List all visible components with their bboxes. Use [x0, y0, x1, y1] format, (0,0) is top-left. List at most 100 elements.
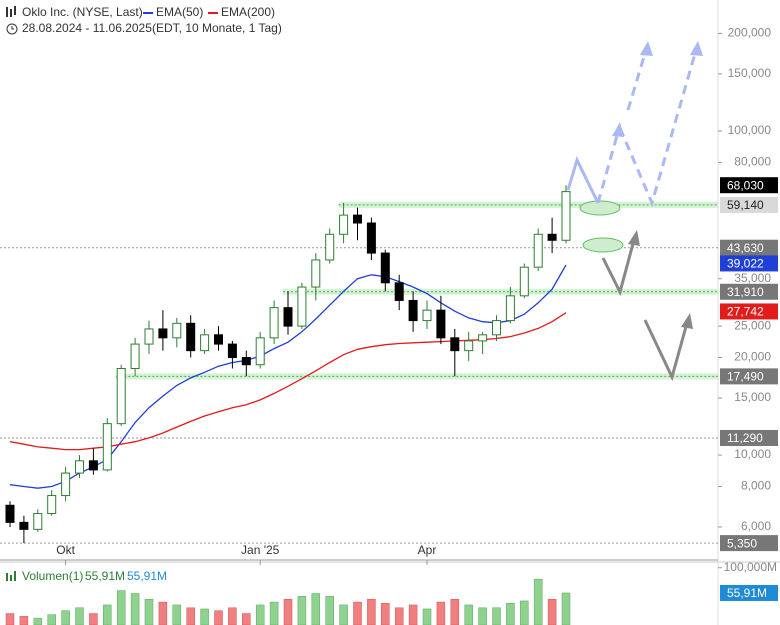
volume-bar — [464, 604, 473, 625]
volume-bar — [19, 616, 29, 625]
candle-body — [297, 286, 307, 327]
scenario-arrow — [596, 131, 620, 204]
candle-body — [505, 295, 515, 322]
candle-body — [464, 340, 474, 352]
plot-area: 6,000 8,000 10,000 15,000 20,000 25,000 35,000… — [0, 26, 778, 625]
candle-body — [408, 299, 418, 322]
scenario-arrow — [626, 49, 648, 111]
volume-bar — [381, 602, 390, 625]
candle-body — [311, 259, 321, 288]
price-marker-label: 59,140 — [727, 198, 764, 212]
volume-bar — [408, 604, 418, 625]
volume-bar — [394, 607, 404, 625]
y-tick-label: 20,000 — [734, 350, 771, 364]
candle-body — [380, 252, 390, 284]
volume-bar — [450, 598, 460, 625]
volume-bar — [339, 604, 348, 625]
y-tick-label: 8,000 — [741, 479, 771, 493]
scenario-arrow — [566, 155, 600, 204]
legend-swatch — [143, 12, 153, 14]
target-ellipse — [579, 200, 621, 216]
volume-bar — [297, 596, 307, 625]
volume-bar — [130, 593, 140, 625]
candle-body — [88, 460, 98, 471]
volume-bar — [492, 607, 501, 625]
y-tick-label: 15,000 — [734, 390, 771, 404]
candle-body — [519, 266, 529, 297]
price-marker — [720, 429, 778, 446]
volume-bar — [325, 596, 334, 625]
arrow-head — [628, 230, 640, 246]
price-marker-label: 43,630 — [727, 241, 764, 255]
volume-bar — [520, 600, 529, 625]
price-marker-label: 27,742 — [727, 305, 764, 319]
y-tick-label: 100,000 — [728, 123, 772, 137]
candle-body — [561, 191, 571, 241]
ema-line — [9, 264, 567, 489]
legend-entry[interactable]: EMA(50) — [156, 5, 203, 19]
volume-bar — [561, 592, 571, 625]
candle-body — [116, 367, 126, 425]
candle-body — [5, 504, 15, 523]
volume-bar — [186, 607, 195, 625]
y-tick-label: 80,000 — [734, 155, 771, 169]
candle-body — [325, 233, 335, 261]
price-marker-label: 39,022 — [727, 257, 764, 271]
candle-body — [492, 320, 501, 336]
legend-entry[interactable]: EMA(200) — [221, 5, 275, 19]
volume-bar — [283, 598, 293, 625]
volume-bar — [144, 598, 154, 625]
candle-body — [227, 343, 237, 359]
volume-bar — [89, 613, 98, 625]
candle-body — [450, 337, 460, 352]
volume-bar — [75, 607, 84, 625]
volume-bar — [214, 610, 223, 625]
volume-marker — [720, 584, 778, 601]
scenario-arrow — [643, 319, 689, 382]
volume-bar — [228, 607, 237, 625]
price-marker — [720, 255, 778, 272]
volume-bar — [47, 614, 56, 625]
arrow-head — [690, 41, 703, 56]
candle-body — [75, 460, 84, 474]
price-marker — [720, 196, 778, 213]
price-marker-label: 31,910 — [727, 285, 764, 299]
volume-value: 55,91M — [127, 569, 167, 583]
legend-swatch — [208, 12, 218, 14]
volume-bar — [172, 604, 182, 625]
volume-value: 55,91M — [85, 569, 125, 583]
candle-body — [478, 334, 488, 342]
y-tick-label: 150,000 — [728, 66, 772, 80]
volume-bar — [533, 578, 543, 625]
candle-body — [533, 233, 543, 268]
candle-body — [394, 282, 404, 301]
clock-icon — [6, 23, 18, 35]
candle-body — [33, 513, 43, 530]
candle-body — [353, 214, 362, 224]
candle-body — [47, 495, 57, 515]
volume-bar — [116, 590, 126, 625]
candle-body — [255, 337, 265, 366]
scenario-drawings — [566, 41, 703, 382]
candle-body — [547, 233, 557, 241]
target-ellipse — [582, 237, 624, 253]
x-tick-label: Jan '25 — [241, 543, 280, 557]
candle-body — [366, 222, 376, 254]
candle-body — [241, 357, 251, 366]
volume-bar — [255, 604, 265, 625]
scenario-arrow — [601, 239, 636, 297]
candle-body — [144, 328, 154, 345]
volume-bar — [547, 598, 557, 625]
subtitle: (EDT, 10 Monate, 1 Tag) — [152, 21, 282, 35]
price-marker-label: 5,350 — [727, 536, 757, 550]
volume-bar — [353, 601, 362, 625]
candle-body — [422, 309, 432, 322]
volume-bar — [422, 608, 432, 625]
volume-name: Volumen(1) — [22, 569, 83, 583]
price-marker — [720, 368, 778, 385]
header-icon — [6, 6, 16, 17]
volume-bar — [242, 613, 251, 625]
candle-body — [61, 472, 71, 497]
candle-body — [269, 307, 279, 339]
